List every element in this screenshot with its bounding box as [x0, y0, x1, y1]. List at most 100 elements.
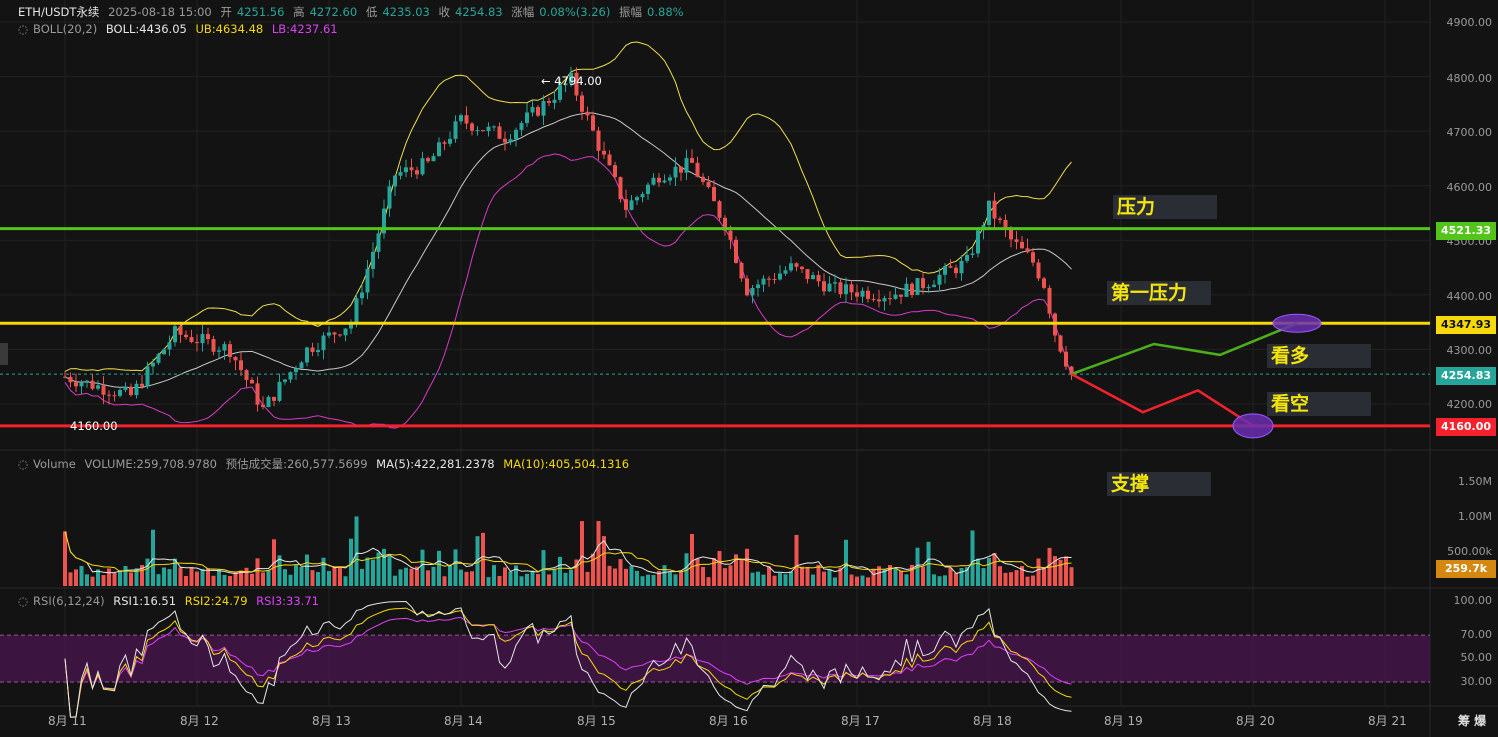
volume-bar: [602, 536, 606, 586]
volume-bar: [734, 554, 738, 586]
volume-bar: [1058, 559, 1063, 586]
volume-bar: [673, 574, 678, 586]
volume-bar: [646, 574, 650, 586]
candle-body: [464, 115, 469, 124]
volume-bar: [354, 516, 359, 586]
rsi1-line: [64, 600, 1072, 718]
candle-body: [822, 281, 826, 292]
candle-body: [118, 390, 122, 396]
volume-bar: [937, 576, 942, 586]
date-tick: 8月 14: [444, 714, 483, 728]
target-ellipse: [1232, 413, 1274, 439]
volume-bar: [591, 553, 595, 586]
candle-body: [833, 282, 837, 284]
volume-bar: [266, 570, 271, 586]
volume-bar: [552, 568, 557, 586]
volume-bar: [85, 574, 89, 586]
candle-body: [695, 162, 700, 177]
price-tick: 4800.00: [1446, 72, 1493, 85]
volume-ma5: [64, 531, 1072, 576]
volume-bar: [761, 574, 766, 586]
volume-bar: [712, 558, 716, 586]
candle-body: [723, 217, 727, 231]
volume-bar: [151, 529, 155, 586]
volume-bar: [547, 574, 551, 586]
candle-body: [459, 115, 463, 122]
candle-body: [305, 347, 309, 363]
volume-bar: [63, 531, 67, 586]
volume-bar: [904, 574, 909, 586]
boll-name[interactable]: BOLL(20,2): [33, 22, 98, 36]
volume-bar: [217, 569, 221, 586]
candle-body: [596, 130, 601, 151]
candle-body: [211, 339, 216, 352]
candle-body: [387, 186, 392, 209]
rsi-legend: ◌ RSI(6,12,24) RSI1:16.51 RSI2:24.79 RSI3…: [18, 594, 319, 608]
candle-body: [602, 150, 606, 155]
candle-body: [244, 370, 249, 380]
volume-bar: [910, 564, 914, 586]
candle-body: [189, 337, 194, 342]
volume-bar: [74, 569, 78, 586]
rsi2-line: [64, 607, 1072, 718]
eye-icon[interactable]: ◌: [18, 594, 29, 608]
rsi-tick: 70.00: [1460, 628, 1493, 641]
volume-bar: [497, 575, 502, 586]
volume-bar: [580, 521, 584, 586]
volume-bar: [508, 571, 513, 586]
volume-bar: [772, 575, 777, 586]
candle-body: [921, 278, 925, 289]
candle-body: [547, 100, 551, 103]
volume-bar: [1064, 556, 1068, 586]
candle-body: [761, 278, 766, 285]
volume-bar: [563, 572, 568, 586]
candle-body: [1020, 241, 1024, 249]
candle-body: [629, 200, 634, 210]
candle-body: [1025, 248, 1030, 253]
candle-body: [624, 199, 628, 210]
symbol-label[interactable]: ETH/USDT永续: [18, 5, 100, 19]
volume-bar: [200, 568, 205, 586]
price-tick: 4600.00: [1446, 181, 1493, 194]
candle-body: [563, 83, 568, 86]
volume-bar: [140, 565, 144, 586]
candle-body: [805, 269, 810, 280]
candle-body: [283, 379, 287, 382]
bull-tag: 看多: [1267, 344, 1371, 368]
candle-body: [222, 344, 227, 351]
collapse-arrow-icon[interactable]: [0, 343, 8, 365]
footer-icons[interactable]: 筹 爆: [1458, 714, 1487, 728]
candle-body: [728, 230, 733, 240]
volume-bar: [239, 570, 243, 586]
volume-bar: [745, 548, 749, 586]
volume-bar: [387, 556, 392, 586]
candle-body: [206, 334, 210, 340]
boll-legend: ◌ BOLL(20,2) BOLL:4436.05 UB:4634.48 LB:4…: [18, 22, 338, 36]
candle-body: [970, 253, 975, 255]
volume-bar: [442, 576, 447, 586]
volume-bar: [794, 534, 799, 586]
volume-bar: [316, 572, 320, 586]
candle-body: [338, 334, 342, 336]
volume-bar: [998, 566, 1002, 586]
volume-bar: [778, 573, 782, 586]
candle-body: [68, 376, 73, 383]
volume-bar: [211, 575, 216, 586]
candle-body: [855, 292, 859, 297]
volume-bar: [811, 574, 815, 586]
bell-icon[interactable]: ◌: [18, 22, 29, 36]
volume-bar: [305, 554, 309, 586]
candle-body: [580, 95, 584, 112]
candle-body: [712, 187, 716, 202]
volume-last-box: 259.7k: [1436, 560, 1496, 578]
volume-bar: [222, 574, 227, 586]
volume-bar: [360, 568, 364, 586]
volume-bar: [690, 534, 694, 586]
candle-body: [569, 72, 573, 84]
eye-icon[interactable]: ◌: [18, 457, 29, 471]
candle-body: [112, 395, 117, 397]
volume-bar: [1036, 558, 1041, 586]
first-resist-tag: 第一压力: [1107, 281, 1211, 305]
candle-body: [756, 284, 760, 289]
